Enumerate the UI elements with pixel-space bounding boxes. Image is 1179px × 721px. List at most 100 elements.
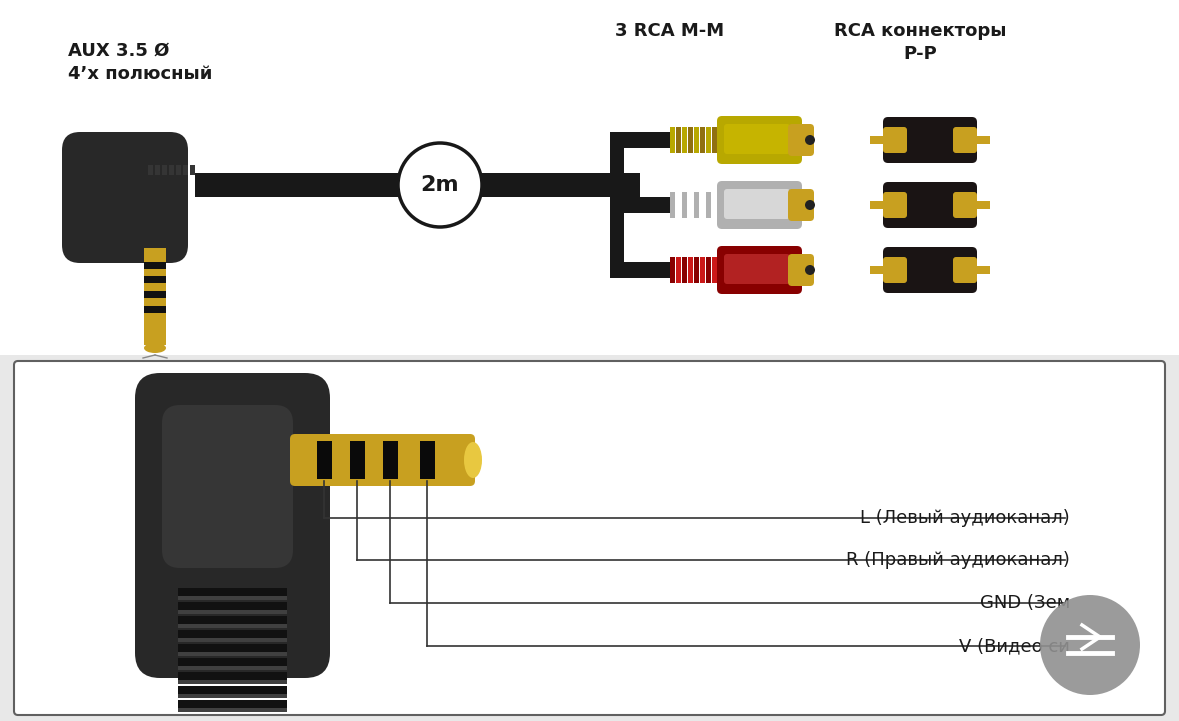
Polygon shape	[144, 248, 166, 345]
Polygon shape	[689, 127, 693, 153]
Polygon shape	[870, 266, 885, 274]
FancyBboxPatch shape	[883, 182, 977, 228]
Polygon shape	[154, 165, 160, 175]
Circle shape	[805, 200, 815, 210]
Polygon shape	[870, 136, 885, 144]
Polygon shape	[178, 672, 286, 680]
Polygon shape	[712, 257, 717, 283]
Polygon shape	[689, 257, 693, 283]
Polygon shape	[670, 127, 676, 153]
FancyBboxPatch shape	[724, 189, 790, 219]
Ellipse shape	[465, 442, 482, 478]
Polygon shape	[350, 441, 365, 479]
Polygon shape	[670, 257, 676, 283]
Polygon shape	[718, 257, 723, 283]
FancyBboxPatch shape	[788, 189, 814, 221]
Polygon shape	[178, 630, 286, 638]
FancyBboxPatch shape	[953, 257, 977, 283]
Polygon shape	[694, 192, 699, 218]
Polygon shape	[178, 700, 286, 708]
Polygon shape	[681, 192, 687, 218]
FancyBboxPatch shape	[62, 132, 187, 263]
Polygon shape	[178, 616, 286, 624]
Circle shape	[805, 135, 815, 145]
Polygon shape	[676, 257, 681, 283]
Polygon shape	[718, 127, 723, 153]
Circle shape	[399, 143, 482, 227]
Polygon shape	[178, 652, 286, 656]
Polygon shape	[694, 127, 699, 153]
Polygon shape	[712, 127, 717, 153]
FancyBboxPatch shape	[953, 127, 977, 153]
Polygon shape	[178, 588, 286, 596]
Polygon shape	[144, 291, 166, 298]
Polygon shape	[974, 136, 990, 144]
Polygon shape	[718, 192, 723, 218]
Polygon shape	[178, 708, 286, 712]
Text: GND (Зем: GND (Зем	[980, 594, 1071, 612]
FancyBboxPatch shape	[883, 127, 907, 153]
FancyBboxPatch shape	[0, 0, 1179, 355]
Polygon shape	[178, 658, 286, 666]
Polygon shape	[178, 624, 286, 628]
Polygon shape	[712, 192, 717, 218]
FancyBboxPatch shape	[953, 192, 977, 218]
Polygon shape	[620, 197, 672, 213]
Polygon shape	[610, 132, 624, 278]
Polygon shape	[178, 596, 286, 600]
FancyBboxPatch shape	[162, 405, 294, 568]
Polygon shape	[144, 262, 166, 269]
Polygon shape	[183, 165, 187, 175]
FancyBboxPatch shape	[717, 181, 802, 229]
Text: 4’x полюсный: 4’x полюсный	[68, 65, 212, 83]
Polygon shape	[689, 192, 693, 218]
Polygon shape	[178, 644, 286, 652]
FancyBboxPatch shape	[136, 373, 330, 678]
FancyBboxPatch shape	[717, 246, 802, 294]
Polygon shape	[620, 132, 672, 148]
Polygon shape	[681, 127, 687, 153]
Polygon shape	[383, 441, 399, 479]
Polygon shape	[178, 680, 286, 684]
Polygon shape	[700, 127, 705, 153]
Polygon shape	[700, 257, 705, 283]
Polygon shape	[974, 266, 990, 274]
Text: Р-Р: Р-Р	[903, 45, 937, 63]
Polygon shape	[178, 638, 286, 642]
FancyBboxPatch shape	[14, 361, 1165, 715]
Ellipse shape	[144, 343, 166, 353]
FancyBboxPatch shape	[788, 254, 814, 286]
Polygon shape	[706, 257, 711, 283]
Polygon shape	[195, 173, 640, 197]
Polygon shape	[676, 192, 681, 218]
Polygon shape	[420, 441, 435, 479]
FancyBboxPatch shape	[724, 254, 790, 284]
FancyBboxPatch shape	[290, 434, 475, 486]
Polygon shape	[144, 306, 166, 313]
Polygon shape	[706, 192, 711, 218]
Polygon shape	[149, 165, 153, 175]
FancyBboxPatch shape	[883, 117, 977, 163]
FancyBboxPatch shape	[883, 247, 977, 293]
Polygon shape	[870, 201, 885, 209]
Polygon shape	[176, 165, 182, 175]
Polygon shape	[670, 192, 676, 218]
Text: R (Правый аудиоканал): R (Правый аудиоканал)	[847, 551, 1071, 569]
Polygon shape	[178, 610, 286, 614]
Text: 2m: 2m	[421, 175, 460, 195]
Polygon shape	[178, 686, 286, 694]
Text: AUX 3.5 Ø: AUX 3.5 Ø	[68, 42, 170, 60]
Polygon shape	[178, 666, 286, 670]
FancyBboxPatch shape	[883, 257, 907, 283]
Polygon shape	[700, 192, 705, 218]
Text: L (Левый аудиоканал): L (Левый аудиоканал)	[861, 509, 1071, 527]
Circle shape	[805, 265, 815, 275]
FancyBboxPatch shape	[724, 124, 790, 154]
Polygon shape	[676, 127, 681, 153]
FancyBboxPatch shape	[883, 192, 907, 218]
Text: RCA коннекторы: RCA коннекторы	[834, 22, 1006, 40]
Polygon shape	[190, 165, 195, 175]
Polygon shape	[169, 165, 174, 175]
Text: V (Видео си: V (Видео си	[960, 637, 1071, 655]
Polygon shape	[681, 257, 687, 283]
